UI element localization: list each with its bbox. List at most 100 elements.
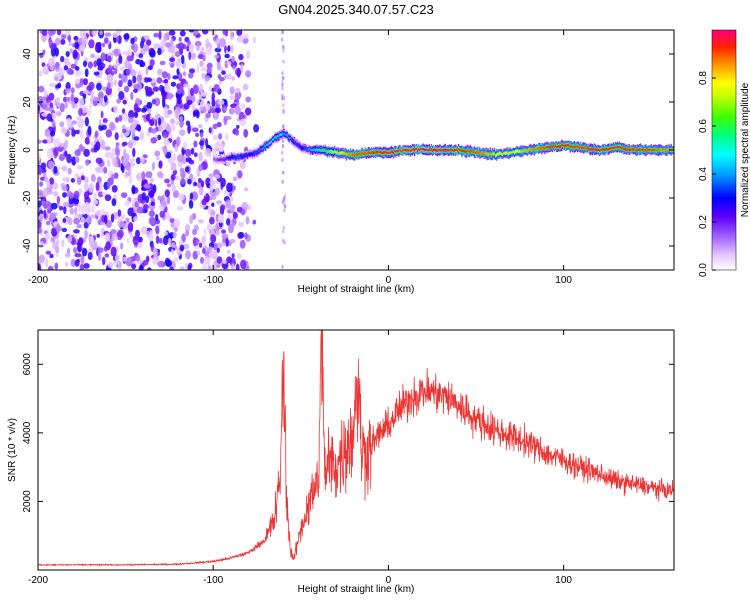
ridge-cell (484, 152, 486, 156)
noise-speckle (207, 66, 212, 73)
ridge-cell (513, 151, 516, 154)
noise-speckle (99, 97, 104, 107)
ridge-cell (257, 150, 259, 153)
noise-speckle (74, 149, 81, 157)
noise-speckle (156, 77, 163, 84)
ridge-cell (485, 152, 487, 154)
noise-speckle (236, 68, 241, 78)
noise-speckle (132, 139, 137, 146)
noise-speckle (211, 202, 215, 207)
noise-speckle (49, 82, 56, 88)
noise-speckle (132, 235, 139, 246)
noise-speckle (162, 235, 169, 246)
ridge-edge (493, 158, 495, 160)
noise-speckle (43, 89, 48, 98)
noise-speckle (127, 207, 134, 217)
noise-speckle (162, 131, 169, 139)
noise-speckle (93, 192, 97, 200)
noise-speckle (78, 97, 85, 108)
noise-speckle (147, 65, 153, 71)
noise-speckle (236, 124, 240, 129)
noise-speckle (207, 205, 212, 215)
ridge-cell (580, 146, 582, 149)
ridge-cell (324, 149, 326, 152)
noise-speckle (158, 237, 163, 244)
ridge-cell (404, 148, 406, 152)
ridge-cell (534, 148, 537, 151)
ridge-cell (333, 151, 335, 154)
noise-speckle (193, 30, 199, 35)
ridge-edge (459, 153, 461, 155)
noise-speckle (109, 121, 116, 131)
spectrogram-y-ticks: -40 -20 0 20 40 (22, 48, 674, 253)
noise-speckle (67, 217, 73, 226)
noise-speckle (54, 47, 60, 57)
ridge-cell (313, 148, 315, 151)
ridge-cell (586, 147, 588, 150)
snr-panel: -200 -100 0 100 2000 4000 6000 Height of stra… (7, 329, 675, 595)
noise-speckle (179, 167, 185, 174)
ridge-cell (650, 148, 652, 152)
ridge-cell (550, 145, 552, 148)
snr-ytick-label: 2000 (22, 490, 33, 513)
ridge-cell (472, 150, 475, 154)
noise-speckle (185, 229, 190, 237)
noise-speckle (202, 247, 206, 255)
ridge-edge (456, 153, 459, 155)
ridge-cell (357, 153, 359, 157)
noise-speckle (77, 117, 85, 127)
ridge-cell (528, 148, 530, 151)
noise-speckle (158, 117, 162, 126)
ridge-cell (312, 149, 314, 152)
ridge-cell (435, 148, 437, 152)
ridge-cell (353, 153, 355, 156)
noise-speckle (171, 242, 176, 248)
ridge-cell (467, 149, 469, 153)
ridge-cell (412, 147, 415, 151)
noise-speckle (252, 36, 256, 44)
ridge-cell (457, 149, 459, 153)
ridge-cell (566, 144, 568, 147)
ridge-cell (455, 149, 457, 152)
ridge-cell (291, 138, 293, 142)
noise-speckle (193, 152, 198, 157)
noise-speckle (166, 109, 173, 115)
snr-y-ticks: 2000 4000 6000 (22, 353, 674, 513)
noise-speckle (213, 84, 220, 93)
noise-speckle (181, 149, 185, 156)
ridge-cell (314, 148, 316, 151)
noise-speckle (105, 129, 113, 138)
ridge-edge (414, 145, 417, 147)
noise-speckle (138, 264, 144, 270)
noise-speckle (245, 216, 250, 225)
noise-speckle (122, 99, 127, 105)
noise-speckle (189, 192, 194, 200)
ridge-cell (542, 146, 544, 149)
noise-speckle (48, 160, 54, 169)
ridge-edge (635, 145, 637, 147)
noise-speckle (145, 66, 149, 76)
ridge-cell (662, 149, 664, 152)
noise-speckle (70, 178, 75, 183)
ridge-cell (354, 154, 356, 157)
ridge-cell (579, 146, 581, 149)
noise-speckle (47, 136, 52, 145)
ridge-cell (248, 153, 251, 156)
noise-speckle (206, 47, 213, 56)
noise-speckle (192, 110, 197, 118)
noise-speckle (154, 150, 160, 157)
ridge-cell (510, 151, 512, 154)
noise-speckle (60, 55, 65, 63)
ridge-cell (553, 146, 556, 149)
noise-speckle (45, 220, 51, 226)
noise-speckle (102, 86, 107, 92)
ridge-edge (354, 150, 356, 152)
ridge-cell (450, 148, 453, 152)
ridge-cell (370, 151, 373, 154)
noise-speckle (253, 124, 260, 133)
ridge-cell (294, 141, 296, 144)
noise-speckle (118, 91, 125, 100)
noise-speckle (48, 58, 55, 67)
noise-speckle (95, 157, 103, 164)
noise-speckle (120, 242, 124, 250)
